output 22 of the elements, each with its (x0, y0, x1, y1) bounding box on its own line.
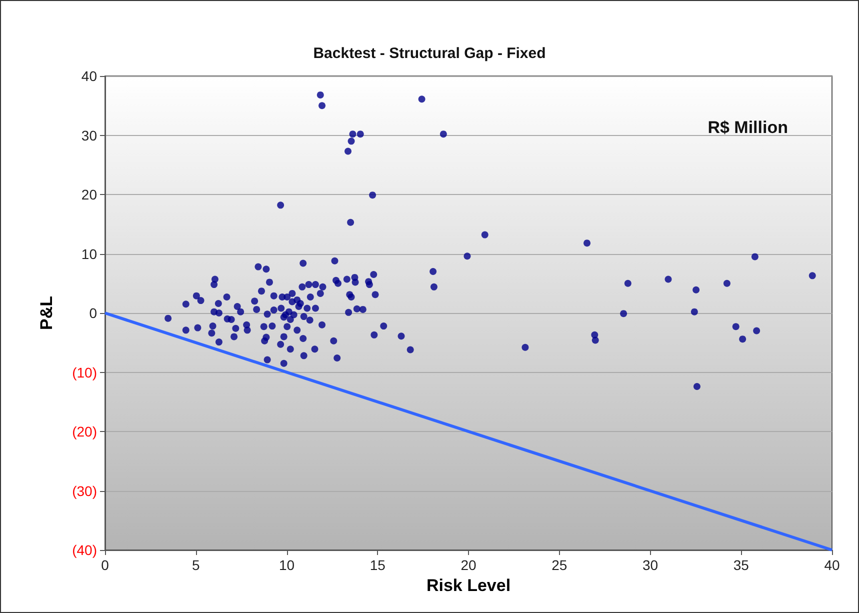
chart-title: Backtest - Structural Gap - Fixed (313, 45, 546, 62)
x-tick-label: 30 (642, 557, 658, 573)
y-tick-label: (40) (72, 542, 97, 558)
annotation: R$ Million (708, 118, 788, 137)
x-tick-label: 25 (552, 557, 568, 573)
y-tick-label: 30 (81, 127, 98, 144)
y-tick-label: 10 (81, 246, 98, 262)
x-axis-title: Risk Level (426, 576, 511, 595)
x-tick-label: 15 (370, 557, 386, 573)
y-tick-label: 20 (81, 186, 98, 202)
y-tick-label: (10) (72, 364, 97, 380)
x-tick-label: 40 (824, 557, 840, 573)
x-tick-label: 0 (101, 557, 110, 573)
x-tick-label: 20 (460, 557, 476, 573)
y-tick-label: 40 (81, 68, 98, 84)
y-tick-label: (30) (72, 482, 97, 499)
y-tick-label: (20) (72, 424, 97, 440)
x-tick-label: 5 (192, 557, 200, 573)
y-tick-label: 0 (89, 305, 98, 321)
y-axis-title: P&L (37, 296, 56, 330)
x-tick-label: 35 (733, 557, 750, 573)
x-tick-label: 10 (278, 557, 295, 573)
